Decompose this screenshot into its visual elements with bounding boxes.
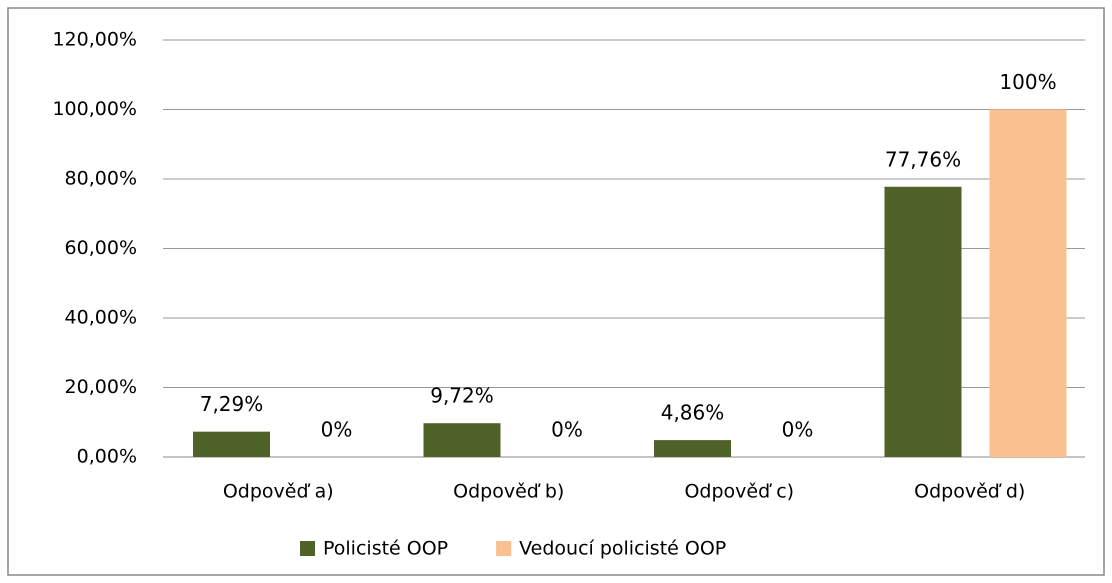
y-tick-label: 20,00% <box>65 376 137 398</box>
data-label: 0% <box>782 418 814 442</box>
x-tick-label: Odpověď b) <box>453 481 564 503</box>
data-label: 77,76% <box>885 147 961 171</box>
data-label: 100% <box>999 70 1056 94</box>
y-tick-label: 80,00% <box>65 168 137 190</box>
x-tick-label: Odpověď d) <box>914 481 1025 503</box>
y-tick-label: 0,00% <box>77 446 137 468</box>
x-tick-label: Odpověď c) <box>684 481 794 503</box>
legend-label: Vedoucí policisté OOP <box>519 538 726 560</box>
legend-label: Policisté OOP <box>323 538 448 560</box>
x-tick-label: Odpověď a) <box>223 481 334 503</box>
bar <box>654 440 731 457</box>
bar <box>423 423 501 457</box>
bar <box>193 431 270 457</box>
y-tick-label: 60,00% <box>65 237 137 259</box>
bar <box>884 186 962 457</box>
data-label: 0% <box>321 418 353 442</box>
y-tick-label: 100,00% <box>52 98 137 120</box>
bar <box>989 109 1067 457</box>
data-label: 7,29% <box>200 392 264 416</box>
y-tick-label: 120,00% <box>52 29 137 51</box>
data-label: 9,72% <box>430 384 494 408</box>
legend-swatch <box>300 541 315 556</box>
data-label: 4,86% <box>661 401 725 425</box>
legend-swatch <box>496 541 512 556</box>
y-tick-label: 40,00% <box>65 307 137 329</box>
data-label: 0% <box>551 418 583 442</box>
